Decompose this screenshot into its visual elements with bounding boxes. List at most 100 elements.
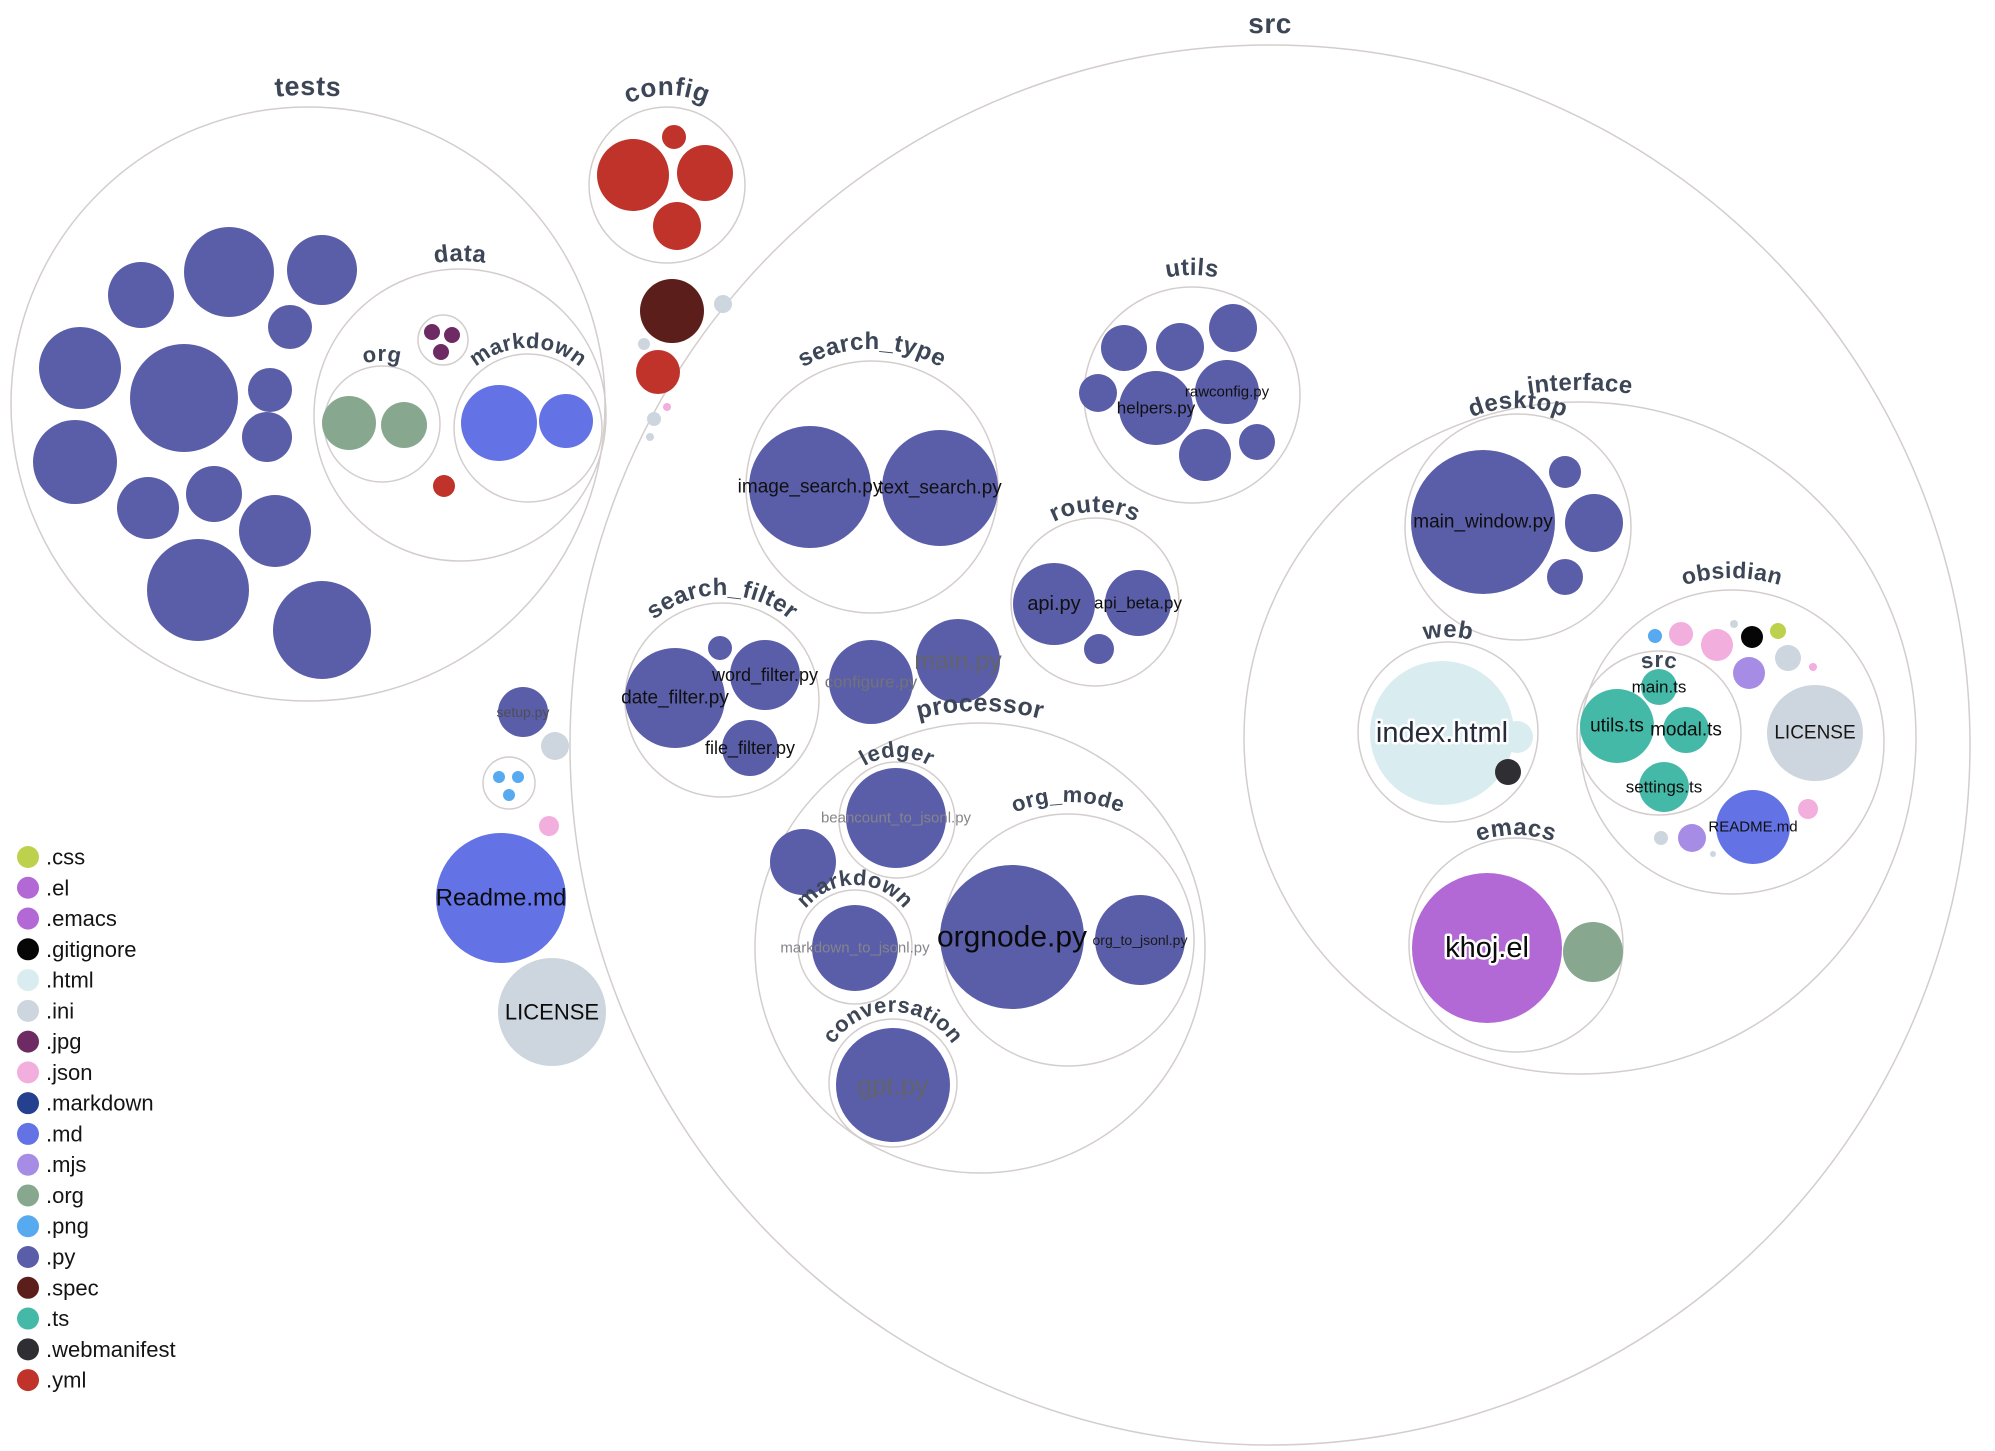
dir-circle-web [1357, 641, 1539, 823]
file-circle-modal.ts [1663, 707, 1709, 753]
dir-label-emacs: emacs [1472, 814, 1559, 848]
file-circle-json [663, 403, 671, 411]
file-label-LICENSE: LICENSE [505, 1000, 599, 1025]
dir-label-arc-org_mode [948, 802, 1187, 871]
file-circle-ini [1775, 645, 1801, 671]
file-circle-spec [640, 279, 704, 343]
legend-dot-html [17, 969, 39, 992]
file-circle-org [322, 396, 376, 450]
file-circle-py [1239, 424, 1275, 460]
file-circle-utils.ts [1580, 689, 1654, 763]
file-circle-jpg [444, 327, 460, 343]
file-label-main.ts: main.ts [1632, 678, 1687, 697]
dir-circle-routers [1010, 517, 1180, 687]
file-circle-setup.py [498, 687, 548, 737]
file-circle-image_search.py [749, 426, 871, 548]
file-circle-py [39, 327, 121, 409]
file-label-main.py: main.py [914, 647, 1002, 675]
legend-label-webmanifest: .webmanifest [46, 1337, 176, 1362]
dir-label-data-org: org [360, 341, 404, 368]
dir-circle-search_type [745, 360, 999, 614]
file-circle-png [493, 771, 505, 783]
file-label-gpt.py: gpt.py [858, 1070, 929, 1100]
dir-circle-processor [754, 722, 1206, 1174]
dir-label-org_mode: org_mode [1008, 782, 1129, 818]
file-label-helpers.py: helpers.py [1117, 399, 1196, 418]
legend-label-css: .css [46, 845, 85, 870]
file-circle-ini [1730, 620, 1738, 628]
legend-dot-emacs [17, 907, 39, 930]
file-circle-py [708, 636, 732, 660]
file-circle-rawconfig.py [1195, 360, 1259, 424]
file-circle-json [1701, 629, 1733, 661]
file-circle-LICENSE [498, 958, 606, 1066]
file-circle-yml [677, 145, 733, 201]
file-circle-api_beta.py [1105, 570, 1171, 636]
file-label-Readme.md: Readme.md [436, 885, 567, 912]
file-circle-yml [433, 475, 455, 497]
file-circle-json [1809, 663, 1817, 671]
file-circle-ini [541, 732, 569, 760]
file-circle-json [539, 816, 559, 836]
file-circle-mjs [1678, 824, 1706, 852]
file-label-utils.ts: utils.ts [1590, 716, 1644, 737]
file-label-setup.py: setup.py [497, 704, 550, 720]
legend-label-html: .html [46, 968, 94, 993]
legend-dot-jpg [17, 1030, 39, 1053]
file-circle-gpt.py [836, 1028, 950, 1142]
dir-label-arc-data [327, 261, 594, 338]
file-label-khoj.el: khoj.el [1445, 932, 1529, 964]
legend-label-markdown: .markdown [46, 1091, 154, 1116]
dir-circle-data-markdown [453, 353, 603, 503]
dir-label-obsidian-src: src [1639, 647, 1680, 674]
file-circle-jpg [424, 324, 440, 340]
dir-circle-interface [1243, 401, 1917, 1075]
file-circle-webmanifest [1495, 759, 1521, 785]
file-circle-yml [636, 350, 680, 394]
file-circle-main.py [916, 619, 1000, 703]
legend-label-org: .org [46, 1183, 84, 1208]
legend-label-el: .el [46, 875, 69, 900]
dir-circle-emacs [1408, 837, 1624, 1053]
file-circle-main_window.py [1411, 450, 1555, 594]
file-circle-py [239, 495, 311, 567]
legend-dot-ini [17, 999, 39, 1022]
legend-label-json: .json [46, 1060, 92, 1085]
file-label-modal.ts: modal.ts [1650, 720, 1722, 741]
file-circle-yml [597, 139, 669, 211]
file-circle-ini [646, 433, 654, 441]
file-label-orgnode.py: orgnode.py [937, 921, 1087, 954]
file-circle-index.html [1370, 661, 1514, 805]
file-circle-date_filter.py [625, 648, 725, 748]
file-circle-Readme.md [436, 833, 566, 963]
file-label-date_filter.py: date_filter.py [621, 688, 729, 709]
file-circle-text_search.py [882, 430, 998, 546]
file-circle-png [503, 789, 515, 801]
file-circle-py [117, 477, 179, 539]
legend-dot-el [17, 876, 39, 899]
file-circle-py [1565, 494, 1623, 552]
file-circle-yml [662, 125, 686, 149]
file-circle-mjs [1733, 657, 1765, 689]
file-circle-main.ts [1641, 669, 1677, 705]
legend-label-ini: .ini [46, 998, 74, 1023]
file-label-markdown_to_jsonl.py: markdown_to_jsonl.py [780, 940, 930, 957]
file-label-rawconfig.py: rawconfig.py [1185, 384, 1270, 401]
dir-label-obsidian: obsidian [1678, 557, 1785, 590]
file-circle-png [512, 771, 524, 783]
dir-label-ledger: ledger [855, 737, 939, 771]
file-label-word_filter.py: word_filter.py [711, 665, 818, 686]
file-circle-jpg [433, 344, 449, 360]
legend-dot-markdown [17, 1092, 39, 1115]
legend-label-gitignore: .gitignore [46, 937, 137, 962]
file-circle-README.md [1716, 790, 1790, 864]
dir-label-arc-search_type [752, 349, 991, 418]
legend-label-mjs: .mjs [46, 1152, 86, 1177]
file-label-image_search.py: image_search.py [738, 477, 883, 498]
file-circle-py [186, 466, 242, 522]
file-label-README.md: README.md [1708, 819, 1797, 836]
file-label-settings.ts: settings.ts [1626, 778, 1703, 797]
file-circle-py [33, 420, 117, 504]
dir-label-arc-routers [1017, 512, 1173, 557]
